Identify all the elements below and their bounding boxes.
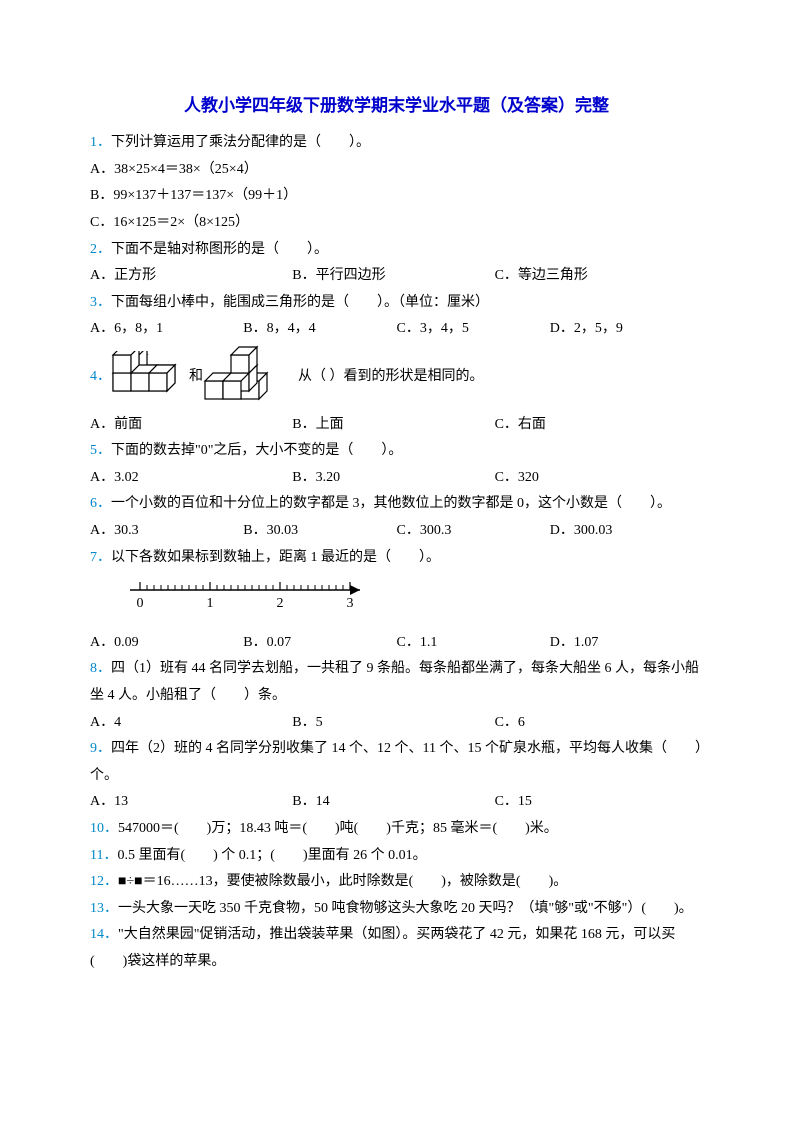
q9-opt-a: A．13	[90, 789, 292, 816]
q3-opt-c: C．3，4，5	[397, 316, 550, 343]
q-text: 下面的数去掉"0"之后，大小不变的是（ ）。	[111, 443, 402, 458]
q2-opt-a: A．正方形	[90, 263, 292, 290]
tick-1: 1	[207, 596, 214, 611]
q8-opt-a: A．4	[90, 710, 292, 737]
question-8: 8．四（1）班有 44 名同学去划船，一共租了 9 条船。每条船都坐满了，每条大…	[90, 656, 703, 709]
q-text: 四年（2）班的 4 名同学分别收集了 14 个、12 个、11 个、15 个矿泉…	[90, 741, 702, 783]
q-num: 1．	[90, 135, 111, 150]
question-1: 1．下列计算运用了乘法分配律的是（ ）。	[90, 130, 703, 157]
q5-opt-a: A．3.02	[90, 465, 292, 492]
page-title: 人教小学四年级下册数学期末学业水平题（及答案）完整	[90, 90, 703, 122]
question-3: 3．下面每组小棒中，能围成三角形的是（ ）。（单位：厘米）	[90, 290, 703, 317]
cube-figure-1	[111, 351, 189, 404]
q-num: 13．	[90, 901, 118, 916]
question-7: 7．以下各数如果标到数轴上，距离 1 最近的是（ ）。	[90, 545, 703, 572]
question-5: 5．下面的数去掉"0"之后，大小不变的是（ ）。	[90, 438, 703, 465]
q1-opt-b: B．99×137＋137＝137×（99＋1）	[90, 183, 703, 210]
q-text: 一头大象一天吃 350 千克食物，50 吨食物够这头大象吃 20 天吗？（填"够…	[118, 901, 693, 916]
q4-options: A．前面 B．上面 C．右面	[90, 412, 703, 439]
question-13: 13．一头大象一天吃 350 千克食物，50 吨食物够这头大象吃 20 天吗？（…	[90, 896, 703, 923]
tick-0: 0	[137, 596, 144, 611]
q5-opt-b: B．3.20	[292, 465, 494, 492]
q6-options: A．30.3 B．30.03 C．300.3 D．300.03	[90, 518, 703, 545]
q-text: 一个小数的百位和十分位上的数字都是 3，其他数位上的数字都是 0，这个小数是（ …	[111, 496, 671, 511]
question-10: 10．547000＝( )万；18.43 吨＝( )吨( )千克；85 毫米＝(…	[90, 816, 703, 843]
q2-opt-b: B．平行四边形	[292, 263, 494, 290]
q3-opt-d: D．2，5，9	[550, 316, 703, 343]
q9-options: A．13 B．14 C．15	[90, 789, 703, 816]
q6-opt-c: C．300.3	[397, 518, 550, 545]
q8-opt-b: B．5	[292, 710, 494, 737]
q-text: 下面不是轴对称图形的是（ ）。	[111, 242, 328, 257]
q9-opt-b: B．14	[292, 789, 494, 816]
question-11: 11．0.5 里面有( ) 个 0.1；( )里面有 26 个 0.01。	[90, 843, 703, 870]
number-line-figure: 0 1 2 3	[120, 575, 703, 626]
q-text: 0.5 里面有( ) 个 0.1；( )里面有 26 个 0.01。	[117, 848, 426, 863]
q-num: 4．	[90, 364, 111, 391]
q6-opt-a: A．30.3	[90, 518, 243, 545]
q7-opt-b: B．0.07	[243, 630, 396, 657]
q3-opt-a: A．6，8，1	[90, 316, 243, 343]
q8-options: A．4 B．5 C．6	[90, 710, 703, 737]
q7-opt-c: C．1.1	[397, 630, 550, 657]
q-num: 5．	[90, 443, 111, 458]
q5-options: A．3.02 B．3.20 C．320	[90, 465, 703, 492]
question-14: 14．"大自然果园"促销活动，推出袋装苹果（如图）。买两袋花了 42 元，如果花…	[90, 922, 703, 975]
q-num: 6．	[90, 496, 111, 511]
q-num: 11．	[90, 848, 117, 863]
q7-opt-a: A．0.09	[90, 630, 243, 657]
q-text: 四（1）班有 44 名同学去划船，一共租了 9 条船。每条船都坐满了，每条大船坐…	[90, 661, 699, 703]
q2-options: A．正方形 B．平行四边形 C．等边三角形	[90, 263, 703, 290]
q-num: 7．	[90, 550, 111, 565]
q-text: 547000＝( )万；18.43 吨＝( )吨( )千克；85 毫米＝( )米…	[118, 821, 558, 836]
q8-opt-c: C．6	[495, 710, 697, 737]
q1-opt-c: C．16×125＝2×（8×125）	[90, 210, 703, 237]
q3-options: A．6，8，1 B．8，4，4 C．3，4，5 D．2，5，9	[90, 316, 703, 343]
question-12: 12．■÷■＝16……13，要使被除数最小，此时除数是( )，被除数是( )。	[90, 869, 703, 896]
q-num: 8．	[90, 661, 111, 676]
q7-opt-d: D．1.07	[550, 630, 703, 657]
q4-opt-b: B．上面	[292, 412, 494, 439]
question-2: 2．下面不是轴对称图形的是（ ）。	[90, 237, 703, 264]
q4-opt-a: A．前面	[90, 412, 292, 439]
q4-mid: 和	[189, 364, 203, 391]
q-text: ■÷■＝16……13，要使被除数最小，此时除数是( )，被除数是( )。	[118, 874, 567, 889]
question-4: 4．	[90, 343, 703, 412]
q3-opt-b: B．8，4，4	[243, 316, 396, 343]
q-num: 9．	[90, 741, 111, 756]
q-text: 以下各数如果标到数轴上，距离 1 最近的是（ ）。	[111, 550, 440, 565]
q-num: 14．	[90, 927, 118, 942]
cube-figure-2	[203, 343, 298, 412]
tick-2: 2	[277, 596, 284, 611]
q2-opt-c: C．等边三角形	[495, 263, 697, 290]
q4-opt-c: C．右面	[495, 412, 697, 439]
q-num: 3．	[90, 295, 111, 310]
q-num: 2．	[90, 242, 111, 257]
q7-options: A．0.09 B．0.07 C．1.1 D．1.07	[90, 630, 703, 657]
q9-opt-c: C．15	[495, 789, 697, 816]
q-text: "大自然果园"促销活动，推出袋装苹果（如图）。买两袋花了 42 元，如果花 16…	[90, 927, 675, 969]
q6-opt-b: B．30.03	[243, 518, 396, 545]
q5-opt-c: C．320	[495, 465, 697, 492]
q6-opt-d: D．300.03	[550, 518, 703, 545]
q-num: 12．	[90, 874, 118, 889]
question-6: 6．一个小数的百位和十分位上的数字都是 3，其他数位上的数字都是 0，这个小数是…	[90, 491, 703, 518]
q-num: 10．	[90, 821, 118, 836]
q4-text: 从（ ）看到的形状是相同的。	[298, 364, 484, 391]
q-text: 下列计算运用了乘法分配律的是（ ）。	[111, 135, 370, 150]
tick-3: 3	[347, 596, 354, 611]
q1-opt-a: A．38×25×4＝38×（25×4）	[90, 157, 703, 184]
q-text: 下面每组小棒中，能围成三角形的是（ ）。（单位：厘米）	[111, 295, 489, 310]
question-9: 9．四年（2）班的 4 名同学分别收集了 14 个、12 个、11 个、15 个…	[90, 736, 703, 789]
